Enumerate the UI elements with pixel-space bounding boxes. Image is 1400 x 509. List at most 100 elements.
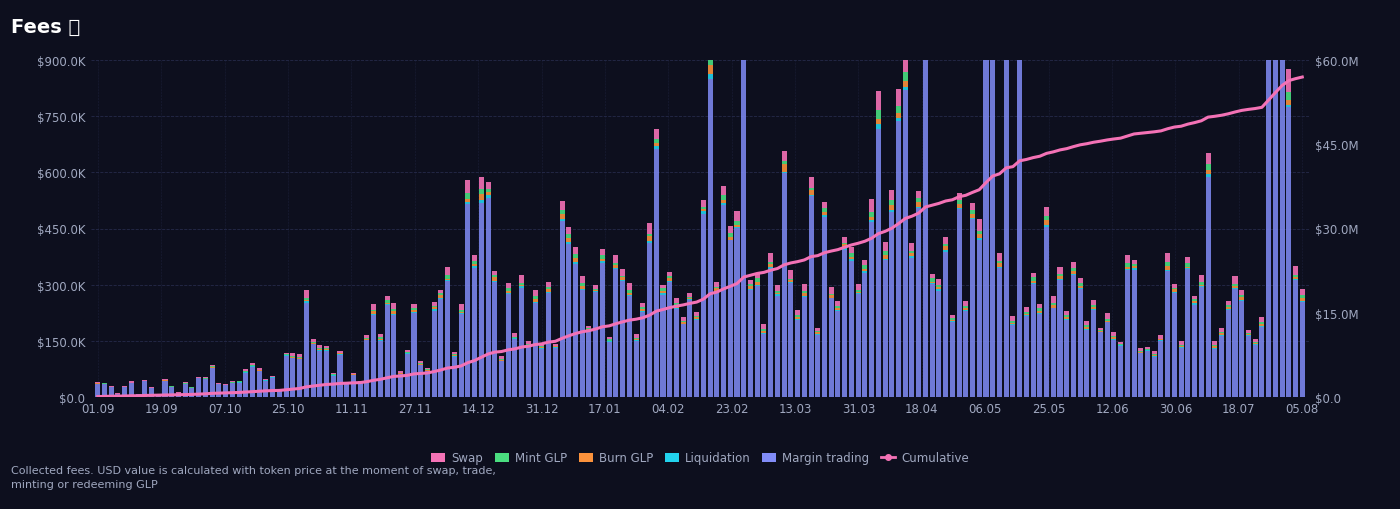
Bar (479, 203, 484, 397)
Bar (748, 280, 753, 285)
Bar (1037, 311, 1043, 314)
Bar (210, 368, 214, 397)
Bar (997, 264, 1002, 267)
Bar (647, 234, 652, 237)
Bar (735, 222, 739, 225)
Bar (916, 199, 921, 203)
Bar (304, 300, 309, 302)
Bar (459, 310, 463, 313)
Bar (594, 289, 598, 291)
Bar (1165, 271, 1170, 272)
Bar (1078, 278, 1082, 284)
Bar (290, 354, 295, 356)
Bar (735, 225, 739, 228)
Bar (1299, 296, 1305, 298)
Bar (735, 228, 739, 229)
Bar (223, 385, 228, 397)
Bar (445, 282, 451, 397)
Bar (498, 359, 504, 360)
Bar (472, 262, 477, 265)
Bar (364, 339, 370, 340)
Bar (566, 238, 571, 243)
Bar (196, 379, 202, 397)
Bar (371, 312, 377, 315)
Bar (1172, 289, 1177, 290)
Bar (1124, 269, 1130, 270)
Bar (694, 312, 699, 316)
Bar (431, 303, 437, 306)
Bar (903, 82, 907, 88)
Bar (1239, 295, 1245, 297)
Bar (136, 394, 140, 397)
Bar (916, 209, 921, 397)
Bar (937, 291, 941, 397)
Legend: Swap, Mint GLP, Burn GLP, Liquidation, Margin trading, Cumulative: Swap, Mint GLP, Burn GLP, Liquidation, M… (426, 446, 974, 469)
Bar (512, 337, 518, 338)
Bar (203, 378, 209, 379)
Bar (937, 288, 941, 290)
Bar (1018, 38, 1022, 46)
Bar (647, 237, 652, 241)
Bar (1299, 298, 1305, 301)
Bar (1011, 316, 1015, 322)
Bar (788, 283, 794, 284)
Bar (1172, 290, 1177, 293)
Bar (970, 214, 974, 219)
Bar (949, 321, 955, 322)
Bar (318, 348, 322, 349)
Bar (977, 232, 981, 235)
Bar (1287, 107, 1291, 397)
Bar (203, 380, 209, 397)
Bar (244, 373, 248, 397)
Bar (903, 55, 907, 73)
Bar (95, 382, 101, 383)
Bar (566, 234, 571, 238)
Bar (1011, 322, 1015, 323)
Bar (1165, 267, 1170, 271)
Bar (1138, 352, 1144, 353)
Bar (903, 88, 907, 91)
Bar (869, 200, 874, 212)
Bar (836, 308, 840, 310)
Bar (357, 381, 363, 382)
Bar (680, 325, 686, 397)
Bar (687, 299, 693, 300)
Bar (977, 235, 981, 239)
Bar (102, 383, 106, 384)
Bar (1239, 291, 1245, 295)
Bar (1219, 333, 1224, 335)
Bar (640, 310, 645, 311)
Bar (970, 203, 974, 210)
Bar (95, 384, 101, 397)
Bar (795, 316, 799, 318)
Bar (694, 317, 699, 319)
Bar (1051, 297, 1056, 303)
Bar (1023, 313, 1029, 314)
Bar (1011, 326, 1015, 397)
Bar (802, 298, 806, 397)
Bar (1098, 333, 1103, 397)
Bar (378, 334, 382, 337)
Bar (694, 316, 699, 317)
Bar (1198, 286, 1204, 287)
Bar (795, 321, 799, 397)
Bar (587, 332, 591, 333)
Bar (1179, 345, 1183, 347)
Bar (479, 195, 484, 201)
Bar (654, 140, 659, 144)
Bar (848, 253, 854, 258)
Bar (532, 302, 538, 303)
Bar (707, 61, 713, 66)
Bar (1260, 327, 1264, 397)
Bar (560, 211, 564, 214)
Bar (1205, 178, 1211, 397)
Bar (573, 264, 578, 397)
Bar (673, 305, 679, 308)
Bar (1119, 345, 1123, 346)
Bar (1246, 336, 1252, 397)
Bar (815, 335, 820, 397)
Bar (1057, 279, 1063, 281)
Bar (1085, 329, 1089, 330)
Bar (620, 276, 626, 277)
Bar (573, 248, 578, 254)
